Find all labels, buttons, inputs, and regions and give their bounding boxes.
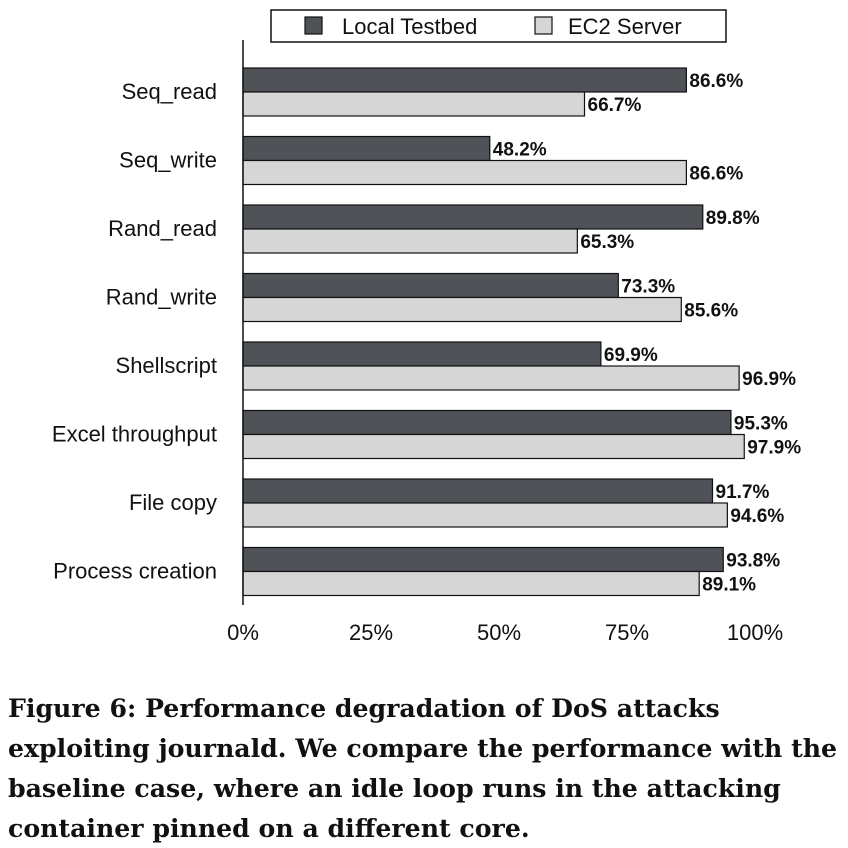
category-label: File copy (129, 490, 217, 515)
category-label: Process creation (53, 559, 217, 584)
bar (242, 478, 714, 504)
category-label: Seq_write (119, 148, 217, 173)
legend-swatch (534, 16, 553, 35)
category-label: Seq_read (122, 79, 217, 104)
data-label: 89.8% (706, 208, 760, 229)
bar (242, 228, 578, 254)
data-label: 86.6% (689, 71, 743, 92)
bar (242, 365, 740, 391)
bar (242, 502, 728, 528)
data-label: 48.2% (493, 140, 547, 161)
figure-caption: Figure 6: Performance degradation of DoS… (8, 693, 838, 843)
bar (242, 272, 619, 299)
x-tick-label: 75% (605, 620, 649, 645)
bar (242, 159, 687, 186)
bar (242, 433, 745, 460)
bar (242, 67, 687, 93)
x-tick-label: 100% (727, 620, 783, 645)
x-tick-label: 50% (477, 620, 521, 645)
data-label: 66.7% (588, 95, 642, 116)
legend-label: Local Testbed (342, 14, 477, 39)
data-label: 91.7% (716, 482, 770, 503)
legend-swatch (304, 16, 323, 35)
bar-chart: Local Testbed EC2 Server 86.6% 66.7% Seq_rea… (52, 9, 801, 645)
bar (242, 409, 732, 436)
data-label: 69.9% (604, 345, 658, 366)
bar (242, 135, 491, 162)
data-label: 65.3% (580, 232, 634, 253)
bar (242, 296, 682, 323)
data-label: 97.9% (747, 438, 801, 459)
bar (242, 546, 724, 573)
category-label: Rand_read (108, 216, 217, 241)
data-label: 93.8% (726, 551, 780, 572)
bar (242, 91, 586, 117)
data-label: 96.9% (742, 369, 796, 390)
data-label: 86.6% (689, 164, 743, 185)
data-label: 95.3% (734, 414, 788, 435)
x-tick-label: 25% (349, 620, 393, 645)
legend-box (270, 9, 727, 43)
bar (242, 570, 700, 597)
category-label: Excel throughput (52, 422, 217, 447)
category-label: Shellscript (116, 353, 217, 378)
bar (242, 204, 704, 230)
data-label: 73.3% (621, 277, 675, 298)
legend-label: EC2 Server (568, 14, 682, 39)
category-label: Rand_write (106, 285, 217, 310)
data-label: 85.6% (684, 301, 738, 322)
data-label: 89.1% (702, 575, 756, 596)
bar (242, 341, 602, 367)
x-tick-label: 0% (227, 620, 259, 645)
data-label: 94.6% (730, 506, 784, 527)
chart-area: Local Testbed EC2 Server 86.6% 66.7% Seq_rea… (52, 9, 801, 645)
